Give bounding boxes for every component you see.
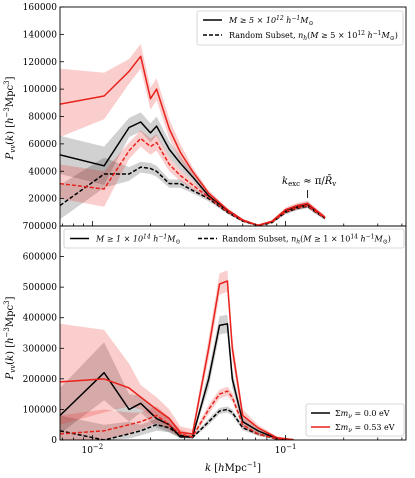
top-y-label: Pvv(k) [h−3Mpc3]: [3, 76, 17, 160]
bottom-bands: [60, 270, 294, 440]
kexc-annotation: kexc ≈ π/R̄v: [282, 175, 336, 198]
top-y-tick-label: 140000: [23, 30, 58, 40]
top-y-tick-label: 40000: [28, 167, 57, 177]
top-y-tick-label: 20000: [28, 195, 57, 205]
bottom-legend: M ≥ 1 × 1014 h−1M⊙ Random Subset, nh(M ≥…: [64, 229, 404, 248]
bottom-y-tick-label: 500000: [23, 283, 58, 293]
top-y-tick-label: 100000: [23, 85, 58, 95]
top-bands: [60, 44, 325, 226]
x-axis-label: k [hMpc−1]: [205, 461, 261, 474]
bottom-y-tick-label: 300000: [23, 344, 58, 354]
bottom-y-ticks: 0 100000 200000 300000 400000 500000 600000: [23, 253, 64, 446]
x-tick-label-1: 10−1: [275, 443, 297, 456]
kexc-label: kexc ≈ π/R̄v: [282, 175, 336, 188]
bottom-y-label: Pvv(k) [h−3Mpc3]: [3, 296, 17, 380]
top-y-ticks: 20000 40000 60000 80000 100000 120000 140000 16…: [23, 3, 64, 232]
bottom-y-tick-label: 200000: [23, 375, 58, 385]
top-panel: 20000 40000 60000 80000 100000 120000 140000 16…: [3, 3, 403, 232]
bottom-y-tick-label: 100000: [23, 405, 58, 415]
top-y-tick-label: 160000: [23, 3, 58, 13]
bottom-y-tick-label: 0: [51, 436, 57, 446]
model-legend: Σmν = 0.0 eV Σmν = 0.53 eV: [306, 404, 404, 436]
bottom-y-tick-label: 600000: [23, 253, 58, 263]
bottom-panel: 0 100000 200000 300000 400000 500000 600000 Pv…: [3, 229, 404, 446]
top-y-tick-label: 60000: [28, 140, 57, 150]
bottom-y-tick-label: 400000: [23, 314, 58, 324]
top-y-tick-label-700000: 700000: [23, 222, 58, 232]
top-y-tick-label: 80000: [28, 113, 57, 123]
top-y-tick-label: 120000: [23, 58, 58, 68]
top-legend: M ≥ 5 × 1012 h−1M⊙ Random Subset, nh(M ≥…: [197, 11, 403, 45]
x-tick-label-0: 10−2: [81, 443, 103, 456]
